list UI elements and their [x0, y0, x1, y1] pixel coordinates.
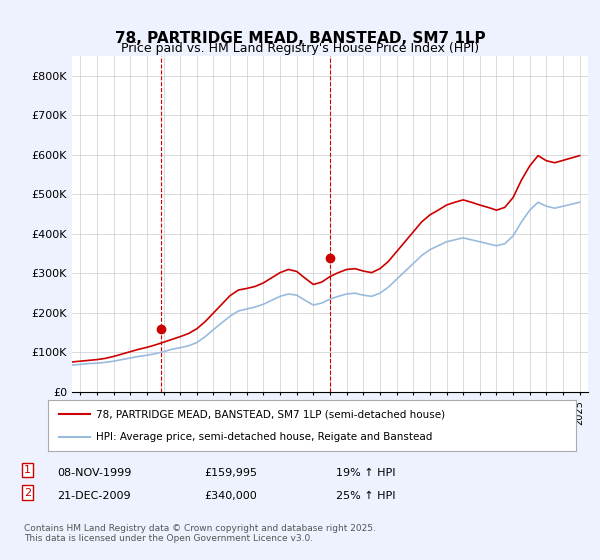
- Text: 25% ↑ HPI: 25% ↑ HPI: [336, 491, 395, 501]
- Text: 78, PARTRIDGE MEAD, BANSTEAD, SM7 1LP: 78, PARTRIDGE MEAD, BANSTEAD, SM7 1LP: [115, 31, 485, 46]
- Text: 1: 1: [24, 465, 31, 475]
- Text: 2: 2: [24, 488, 31, 498]
- Text: 78, PARTRIDGE MEAD, BANSTEAD, SM7 1LP (semi-detached house): 78, PARTRIDGE MEAD, BANSTEAD, SM7 1LP (s…: [95, 409, 445, 419]
- Text: £340,000: £340,000: [204, 491, 257, 501]
- Text: Price paid vs. HM Land Registry's House Price Index (HPI): Price paid vs. HM Land Registry's House …: [121, 42, 479, 55]
- Text: 21-DEC-2009: 21-DEC-2009: [57, 491, 131, 501]
- Text: 19% ↑ HPI: 19% ↑ HPI: [336, 468, 395, 478]
- Text: Contains HM Land Registry data © Crown copyright and database right 2025.
This d: Contains HM Land Registry data © Crown c…: [24, 524, 376, 543]
- Text: £159,995: £159,995: [204, 468, 257, 478]
- Text: 08-NOV-1999: 08-NOV-1999: [57, 468, 131, 478]
- Text: HPI: Average price, semi-detached house, Reigate and Banstead: HPI: Average price, semi-detached house,…: [95, 432, 432, 442]
